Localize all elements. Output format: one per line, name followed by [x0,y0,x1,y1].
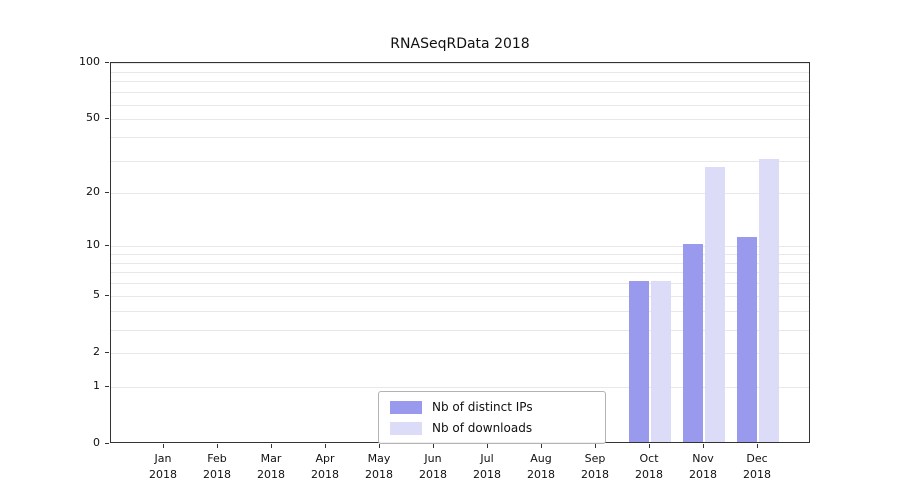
y-tick-label: 10 [86,238,100,251]
gridline [111,272,809,274]
gridline [111,160,809,162]
gridline [111,311,809,313]
legend-swatch-distinct-ips [390,400,422,414]
y-tick-label: 20 [86,184,100,198]
chart-title: RNASeqRData 2018 [390,36,530,52]
y-tick-mark [105,191,109,193]
legend-swatch-downloads [390,421,422,435]
bar-downloads [651,281,671,442]
gridline [111,246,809,247]
x-tick-label: Sep 2018 [581,452,609,481]
gridline [111,63,809,64]
legend-label-downloads: Nb of downloads [432,421,533,435]
x-tick-mark [163,444,164,448]
y-tick-mark [105,62,109,63]
x-tick-label: Jul 2018 [473,452,501,481]
bar-distinct-ips [683,244,703,442]
x-tick-label: May 2018 [365,452,393,481]
gridline [111,386,809,388]
gridline [111,71,809,73]
gridline [111,329,809,331]
x-tick-mark [379,444,380,448]
x-tick-mark [757,444,758,448]
x-tick-label: Aug 2018 [527,452,555,481]
y-tick-label: 1 [93,378,100,392]
gridline [111,81,809,83]
legend-item-distinct-ips: Nb of distinct IPs [390,400,594,414]
legend-item-downloads: Nb of downloads [390,421,594,435]
bar-distinct-ips [629,281,649,442]
gridline [111,283,809,285]
x-tick-label: Mar 2018 [257,452,285,481]
legend-label-distinct-ips: Nb of distinct IPs [432,400,533,414]
gridline [111,104,809,106]
x-tick-label: Apr 2018 [311,452,339,481]
grid-layer [111,63,809,442]
y-tick-label: 100 [79,55,100,68]
x-tick-mark [649,444,650,448]
gridline [111,253,809,255]
bars-layer [111,63,809,442]
x-tick-label: Feb 2018 [203,452,231,481]
gridline [111,353,809,355]
x-tick-mark [217,444,218,448]
gridline [111,92,809,94]
y-tick-label: 5 [93,288,100,302]
y-tick-mark [105,443,109,444]
plot-area: Nb of distinct IPs Nb of downloads [110,62,810,444]
gridline [111,296,809,298]
gridline [111,137,809,139]
y-tick-label: 0 [93,436,100,449]
legend: Nb of distinct IPs Nb of downloads [378,391,606,444]
gridline [111,262,809,264]
bar-downloads [759,158,779,442]
y-tick-mark [105,118,109,120]
y-tick-mark [105,295,109,297]
y-tick-label: 50 [86,111,100,125]
x-tick-mark [433,444,434,448]
y-tick-mark [105,352,109,354]
x-tick-label: Nov 2018 [689,452,717,481]
bar-distinct-ips [737,236,757,442]
x-tick-mark [271,444,272,448]
bar-downloads [705,166,725,442]
x-tick-mark [703,444,704,448]
x-tick-mark [325,444,326,448]
x-tick-label: Oct 2018 [635,452,663,481]
x-tick-label: Jun 2018 [419,452,447,481]
x-tick-mark [487,444,488,448]
gridline [111,192,809,194]
y-tick-mark [105,245,109,246]
x-tick-label: Jan 2018 [149,452,177,481]
x-tick-mark [541,444,542,448]
x-tick-mark [595,444,596,448]
y-tick-label: 2 [93,345,100,359]
y-tick-mark [105,385,109,387]
gridline [111,119,809,121]
x-tick-label: Dec 2018 [743,452,771,481]
